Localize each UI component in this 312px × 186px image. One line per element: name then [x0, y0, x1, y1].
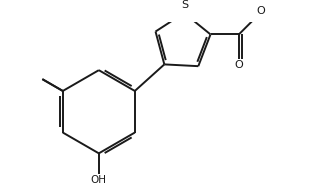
Text: S: S: [181, 0, 188, 10]
Text: O: O: [256, 7, 265, 16]
Text: OH: OH: [91, 175, 107, 185]
Text: O: O: [235, 60, 243, 70]
